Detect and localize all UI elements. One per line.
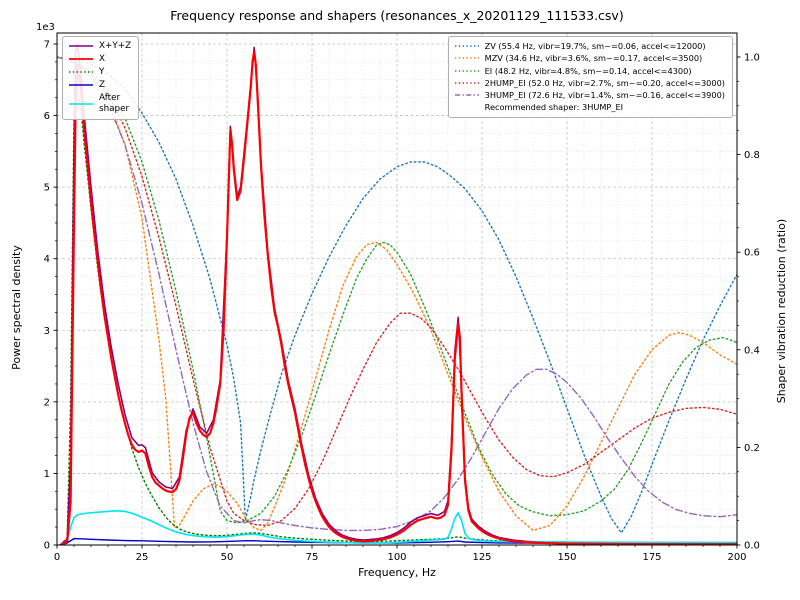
x-tick-label: 175 [642, 552, 661, 563]
series-group [57, 43, 737, 545]
y-axis-label-right: Shaper vibration reduction (ratio) [775, 218, 788, 404]
y-right-tick-label: 0.6 [744, 248, 760, 259]
legend-item-y: Y [68, 67, 131, 78]
legend-item-x: X [68, 54, 131, 65]
series-x [59, 50, 737, 545]
x-tick-label: 200 [727, 552, 746, 563]
legend-item-after-shaper: After shaper [68, 93, 131, 115]
x-tick-label: 25 [136, 552, 149, 563]
legend-line-sample [454, 45, 479, 47]
y-right-tick-label: 0.8 [744, 150, 760, 161]
legend-item-label: Y [99, 66, 105, 77]
x-tick-label: 125 [472, 552, 491, 563]
legend-item-zv: ZV (55.4 Hz, vibr=19.7%, sm~=0.06, accel… [454, 41, 725, 51]
legend-item-label: After shaper [99, 92, 130, 114]
legend-line-sample [454, 94, 479, 96]
legend-item-x-plus-y-plus-z: X+Y+Z [68, 41, 131, 52]
y-left-tick-label: 6 [44, 111, 50, 122]
legend-shapers: ZV (55.4 Hz, vibr=19.7%, sm~=0.06, accel… [447, 36, 733, 118]
legend-line-sample [69, 84, 93, 87]
legend-line-sample [454, 69, 479, 72]
legend-line-sample [69, 71, 93, 74]
legend-item-label: 2HUMP_EI (52.0 Hz, vibr=2.7%, sm~=0.20, … [484, 77, 725, 88]
legend-item-label: MZV (34.6 Hz, vibr=3.6%, sm~=0.17, accel… [484, 53, 703, 64]
series-2hump-ei [57, 56, 737, 527]
legend-item-2hump-ei: 2HUMP_EI (52.0 Hz, vibr=2.7%, sm~=0.20, … [454, 78, 725, 88]
series-z [59, 537, 737, 545]
y-left-tick-label: 7 [44, 40, 50, 51]
series-y [59, 79, 737, 545]
y-left-tick-label: 3 [44, 326, 50, 337]
series-ei [57, 56, 737, 524]
y-axis-label-left: Power spectral density [10, 245, 23, 370]
y-left-tick-label: 5 [44, 183, 50, 194]
y-axis-offset-label: 1e3 [36, 22, 55, 33]
series-zv [57, 56, 737, 534]
legend-item-label: 3HUMP_EI (72.6 Hz, vibr=1.4%, sm~=0.16, … [484, 90, 725, 100]
legend-item-label: Z [99, 79, 106, 90]
y-left-tick-label: 0 [44, 541, 50, 552]
y-left-tick-label: 1 [44, 469, 50, 480]
legend-line-sample [454, 57, 479, 60]
legend-item-label: X+Y+Z [99, 41, 132, 51]
x-tick-label: 100 [387, 552, 406, 563]
legend-item-3hump-ei: 3HUMP_EI (72.6 Hz, vibr=1.4%, sm~=0.16, … [454, 90, 725, 100]
y-right-tick-label: 0.0 [744, 541, 760, 552]
y-left-tick-label: 2 [44, 397, 50, 408]
y-right-tick-label: 0.4 [744, 345, 760, 356]
legend-item-mzv: MZV (34.6 Hz, vibr=3.6%, sm~=0.17, accel… [454, 53, 725, 63]
x-tick-label: 50 [221, 552, 234, 563]
legend-item-recommended-note: Recommended shaper: 3HUMP_EI [454, 102, 725, 112]
legend-item-ei: EI (48.2 Hz, vibr=4.8%, sm~=0.14, accel<… [454, 66, 725, 76]
legend-item-label: X [99, 53, 106, 64]
series-x-plus-y-plus-z [59, 43, 737, 545]
chart-title: Frequency response and shapers (resonanc… [170, 8, 624, 23]
legend-item-label: ZV (55.4 Hz, vibr=19.7%, sm~=0.06, accel… [484, 41, 706, 51]
legend-item-label: EI (48.2 Hz, vibr=4.8%, sm~=0.14, accel<… [484, 65, 692, 76]
legend-item-z: Z [68, 80, 131, 91]
y-right-tick-label: 0.2 [744, 443, 760, 454]
y-left-tick-label: 4 [44, 254, 50, 265]
legend-line-sample [69, 103, 93, 105]
x-tick-label: 75 [306, 552, 319, 563]
x-axis-label: Frequency, Hz [358, 566, 436, 579]
legend-line-sample [69, 58, 93, 61]
x-tick-label: 150 [557, 552, 576, 563]
x-tick-label: 0 [54, 552, 60, 563]
series-mzv [57, 56, 737, 532]
legend-line-sample [69, 45, 93, 48]
y-right-tick-label: 1.0 [744, 53, 760, 64]
series-after-shaper [59, 510, 737, 545]
legend-blank-sample [454, 102, 480, 112]
legend-item-label: Recommended shaper: 3HUMP_EI [484, 102, 624, 113]
legend-line-sample [454, 82, 479, 84]
legend-psd: X+Y+Z X Y Z After shaper [62, 36, 140, 120]
